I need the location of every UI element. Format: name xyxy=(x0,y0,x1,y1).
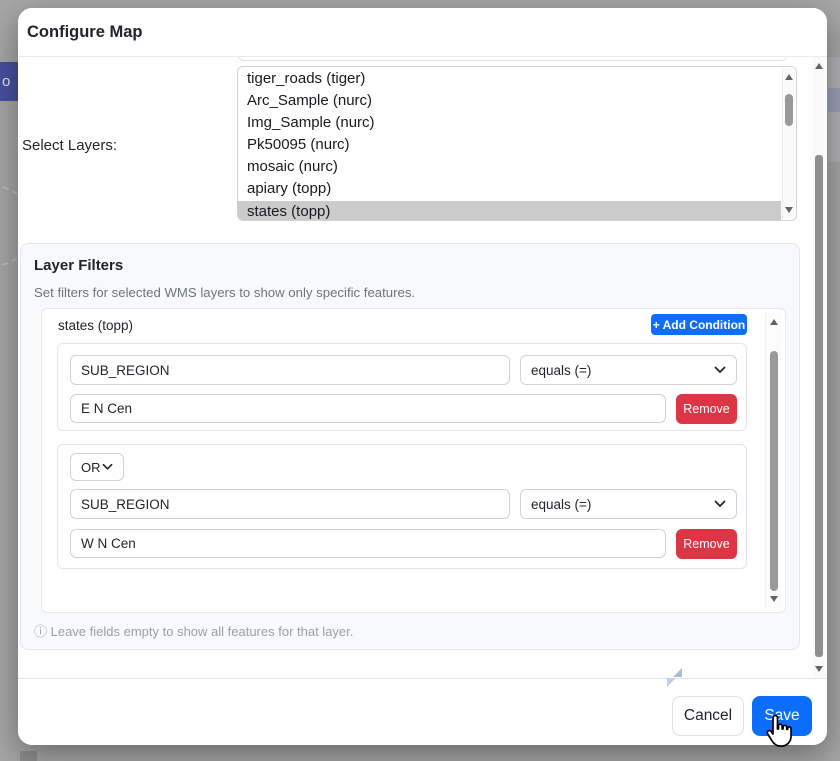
operator-select[interactable]: equals (=) xyxy=(520,355,737,385)
dialog-scrollbar[interactable] xyxy=(813,57,825,678)
condition-group: equals (=) Remove xyxy=(57,343,747,431)
layer-filters-description: Set filters for selected WMS layers to s… xyxy=(34,285,416,300)
chevron-down-icon xyxy=(102,463,113,471)
list-item[interactable]: Arc_Sample (nurc) xyxy=(247,92,373,110)
list-item[interactable]: mosaic (nurc) xyxy=(247,158,338,176)
background-clipped-button: o xyxy=(0,62,18,101)
field-name-input[interactable] xyxy=(70,355,510,385)
condition-group: OR equals (=) Remove xyxy=(57,444,747,569)
remove-condition-button[interactable]: Remove xyxy=(676,529,737,559)
scroll-down-icon[interactable] xyxy=(769,596,778,602)
scrollbar-thumb[interactable] xyxy=(815,155,823,657)
dialog-title: Configure Map xyxy=(27,23,143,41)
filters-hint: ⓘ Leave fields empty to show all feature… xyxy=(34,624,354,639)
logic-operator-value: OR xyxy=(81,459,101,475)
dialog-footer: Cancel Save xyxy=(18,678,827,745)
scroll-down-icon[interactable] xyxy=(785,207,793,213)
field-name-input[interactable] xyxy=(70,489,510,519)
layer-filters-card: Layer Filters Set filters for selected W… xyxy=(20,243,800,650)
filters-panel: states (topp) + Add Condition equals (=)… xyxy=(41,308,786,613)
scroll-up-icon[interactable] xyxy=(785,74,793,80)
filter-layer-name: states (topp) xyxy=(58,318,134,333)
operator-select[interactable]: equals (=) xyxy=(520,489,737,519)
list-item[interactable]: tiger_roads (tiger) xyxy=(247,70,366,87)
list-item[interactable]: apiary (topp) xyxy=(247,180,332,198)
add-condition-button[interactable]: + Add Condition xyxy=(651,314,747,335)
layers-listbox[interactable]: tiger_roads (tiger) Arc_Sample (nurc) Im… xyxy=(237,66,797,221)
select-layers-label: Select Layers: xyxy=(22,137,118,154)
filter-value-input[interactable] xyxy=(70,529,666,558)
save-button[interactable]: Save xyxy=(752,696,812,736)
listbox-scrollbar[interactable] xyxy=(782,68,795,219)
layer-filters-title: Layer Filters xyxy=(34,257,124,274)
background-fragment xyxy=(20,751,37,761)
background-band xyxy=(828,88,840,112)
logic-operator-select[interactable]: OR xyxy=(70,453,124,481)
filters-panel-scrollbar[interactable] xyxy=(765,313,781,608)
scrolled-off-input[interactable] xyxy=(237,57,788,61)
configure-map-dialog: Configure Map Select Layers: tiger_roads… xyxy=(18,8,827,747)
chevron-down-icon xyxy=(714,366,726,374)
dialog-body: Select Layers: tiger_roads (tiger) Arc_S… xyxy=(18,57,827,678)
scroll-down-icon[interactable] xyxy=(815,666,823,672)
list-item-selected[interactable]: states (topp) xyxy=(238,200,781,220)
cancel-button[interactable]: Cancel xyxy=(672,696,744,736)
list-item[interactable]: Pk50095 (nurc) xyxy=(247,136,350,154)
remove-condition-button[interactable]: Remove xyxy=(676,394,737,424)
chevron-down-icon xyxy=(714,500,726,508)
resize-grip-icon xyxy=(664,666,686,695)
scroll-up-icon[interactable] xyxy=(769,319,778,325)
background-band xyxy=(828,57,840,88)
scrollbar-thumb[interactable] xyxy=(769,351,778,591)
background-band xyxy=(828,112,840,162)
dialog-header: Configure Map xyxy=(18,8,827,57)
operator-select-value: equals (=) xyxy=(531,362,592,378)
scrollbar-thumb[interactable] xyxy=(785,94,793,126)
filter-value-input[interactable] xyxy=(70,394,666,423)
list-item[interactable]: Img_Sample (nurc) xyxy=(247,114,375,132)
scroll-up-icon[interactable] xyxy=(815,63,823,69)
operator-select-value: equals (=) xyxy=(531,496,592,512)
